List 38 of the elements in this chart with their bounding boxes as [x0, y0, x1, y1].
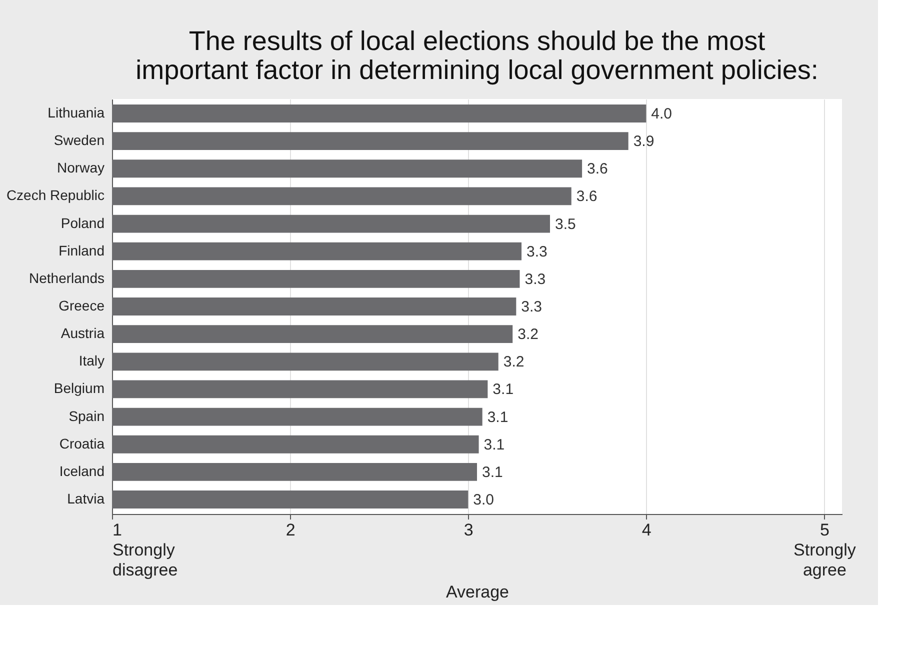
x-tick-label: 2 — [286, 520, 296, 540]
x-tick-label: 1 Strongly disagree — [112, 520, 178, 580]
y-tick-label: Lithuania — [48, 104, 105, 120]
text: The results of local elections should be the most — [188, 26, 766, 56]
y-tick-label: Netherlands — [29, 270, 104, 286]
y-tick-label: Finland — [58, 242, 104, 258]
x-tick-label: 5 Strongly agree — [794, 520, 856, 580]
text: important factor in determining local government policies: — [136, 55, 818, 85]
data-label: 3.9 — [633, 133, 654, 150]
data-label: 3.2 — [518, 326, 538, 344]
x-tick-label: 3 — [464, 520, 474, 540]
y-tick-label: Latvia — [67, 490, 105, 507]
data-label: 3.1 — [482, 464, 503, 481]
y-tick-label: Iceland — [59, 462, 104, 479]
data-label: 3.1 — [492, 381, 514, 398]
data-label: 3.3 — [521, 298, 542, 316]
data-label: 3.5 — [555, 216, 576, 233]
data-label: 3.1 — [484, 436, 505, 454]
x-axis-title: Average — [446, 582, 510, 602]
data-label: 3.6 — [576, 188, 598, 206]
x-tick-label: 4 — [642, 520, 652, 540]
data-label: 3.6 — [587, 160, 608, 178]
y-tick-label: Belgium — [54, 380, 104, 396]
data-label: 4.0 — [651, 105, 672, 122]
y-tick-label: Poland — [60, 214, 104, 231]
data-label: 3.3 — [526, 243, 548, 260]
y-tick-label: Spain — [68, 408, 104, 424]
y-tick-label: Czech Republic — [6, 187, 104, 204]
data-label: 3.1 — [487, 408, 508, 426]
y-tick-label: Norway — [57, 160, 104, 176]
data-label: 3.3 — [524, 270, 546, 288]
data-label: 3.0 — [473, 492, 494, 509]
y-tick-label: Sweden — [54, 132, 104, 148]
y-tick-label: Croatia — [59, 435, 105, 452]
y-tick-label: Italy — [78, 352, 104, 369]
y-tick-label: Austria — [60, 325, 105, 342]
y-tick-label: Greece — [58, 298, 105, 314]
data-label: 3.2 — [503, 354, 524, 371]
